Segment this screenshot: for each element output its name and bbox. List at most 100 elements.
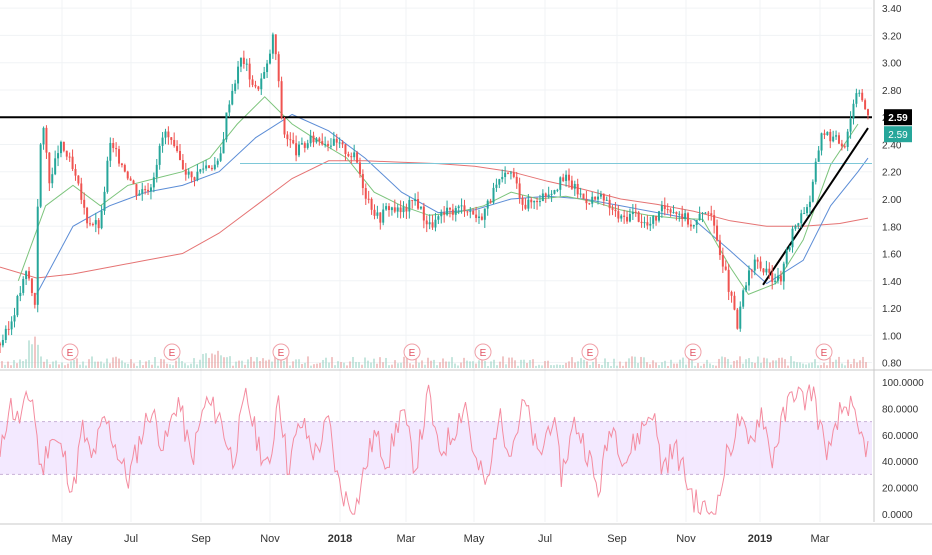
candle-body xyxy=(501,177,504,180)
earnings-marker[interactable] xyxy=(61,343,79,361)
candle-body xyxy=(382,209,385,223)
candle-body xyxy=(248,63,251,80)
candle-body xyxy=(480,216,483,220)
earnings-marker[interactable] xyxy=(684,343,702,361)
candle-body xyxy=(324,143,327,145)
candle-body xyxy=(54,158,57,175)
volume-bar xyxy=(310,365,312,368)
volume-bar xyxy=(16,363,18,368)
earnings-marker[interactable] xyxy=(815,343,833,361)
candle-body xyxy=(675,212,678,214)
volume-bar xyxy=(139,360,141,368)
trendline[interactable] xyxy=(762,127,869,286)
candle-body xyxy=(739,306,742,329)
volume-bar xyxy=(178,357,180,368)
volume-bar xyxy=(67,363,69,368)
volume-bar xyxy=(772,360,774,368)
candle-body xyxy=(97,220,100,229)
candle-body xyxy=(663,205,666,210)
price-tick-label: 0.80 xyxy=(882,359,902,370)
candle-body xyxy=(437,216,440,220)
candle-body xyxy=(475,214,478,218)
volume-bar xyxy=(505,364,507,368)
candle-body xyxy=(704,212,707,214)
candle-body xyxy=(509,172,512,174)
candle-body xyxy=(370,198,373,210)
volume-bar xyxy=(709,363,711,368)
candle-body xyxy=(637,212,640,222)
volume-bar xyxy=(415,356,417,368)
candle-body xyxy=(393,207,396,212)
candle-body xyxy=(594,196,597,200)
volume-bar xyxy=(307,356,309,368)
candle-body xyxy=(65,150,68,157)
candle-body xyxy=(472,210,475,215)
price-tick-label: 2.80 xyxy=(882,86,902,97)
candle-body xyxy=(385,206,388,210)
candle-body xyxy=(295,143,298,156)
earnings-marker[interactable] xyxy=(163,343,181,361)
volume-bar xyxy=(319,362,321,368)
volume-bar xyxy=(7,361,9,368)
candle-body xyxy=(823,133,826,136)
volume-bar xyxy=(703,363,705,368)
candle-body xyxy=(611,208,614,210)
candle-body xyxy=(835,135,838,137)
earnings-marker[interactable] xyxy=(272,343,290,361)
candle-body xyxy=(852,103,855,119)
volume-bar xyxy=(352,356,354,368)
candle-body xyxy=(303,143,306,148)
earnings-marker[interactable] xyxy=(474,343,492,361)
volume-bar xyxy=(58,364,60,368)
price-tick-label: 2.40 xyxy=(882,140,902,151)
candle-body xyxy=(829,131,832,142)
volume-bar xyxy=(817,365,819,368)
candle-body xyxy=(570,180,573,189)
volume-bar xyxy=(475,363,477,368)
volume-bar xyxy=(625,361,627,368)
time-axis-label: Mar xyxy=(397,533,416,545)
candle-body xyxy=(402,207,405,213)
volume-bar xyxy=(499,361,501,368)
earnings-marker[interactable] xyxy=(581,343,599,361)
candle-body xyxy=(83,199,86,208)
volume-bar xyxy=(829,357,831,368)
volume-bar xyxy=(511,357,513,368)
time-axis-label: Sep xyxy=(191,533,211,545)
volume-bar xyxy=(1,361,3,368)
candle-body xyxy=(100,210,103,229)
candle-body xyxy=(344,144,347,155)
volume-bar xyxy=(535,365,537,368)
volume-bar xyxy=(598,363,600,368)
candle-body xyxy=(521,197,524,205)
volume-bar xyxy=(478,360,480,368)
earnings-marker-label: E xyxy=(409,348,416,359)
volume-bar xyxy=(493,359,495,368)
candle-body xyxy=(219,153,222,161)
candle-body xyxy=(736,309,739,329)
candle-body xyxy=(103,191,106,211)
candle-body xyxy=(646,222,649,226)
candle-body xyxy=(692,225,695,227)
volume-bar xyxy=(661,362,663,368)
earnings-marker[interactable] xyxy=(403,343,421,361)
volume-bar xyxy=(547,360,549,368)
volume-bar xyxy=(73,359,75,368)
volume-bar xyxy=(277,359,279,368)
volume-bar xyxy=(208,357,210,368)
volume-bar xyxy=(421,360,423,368)
candle-body xyxy=(454,208,457,215)
candle-body xyxy=(202,168,205,170)
candle-body xyxy=(91,224,94,226)
volume-bar xyxy=(382,362,384,368)
candle-body xyxy=(724,266,727,270)
volume-bar xyxy=(49,364,51,368)
volume-bar xyxy=(409,363,411,368)
volume-bar xyxy=(820,365,822,368)
volume-bar xyxy=(718,358,720,368)
candle-body xyxy=(350,156,353,158)
candle-body xyxy=(376,212,379,216)
candle-body xyxy=(538,201,541,203)
